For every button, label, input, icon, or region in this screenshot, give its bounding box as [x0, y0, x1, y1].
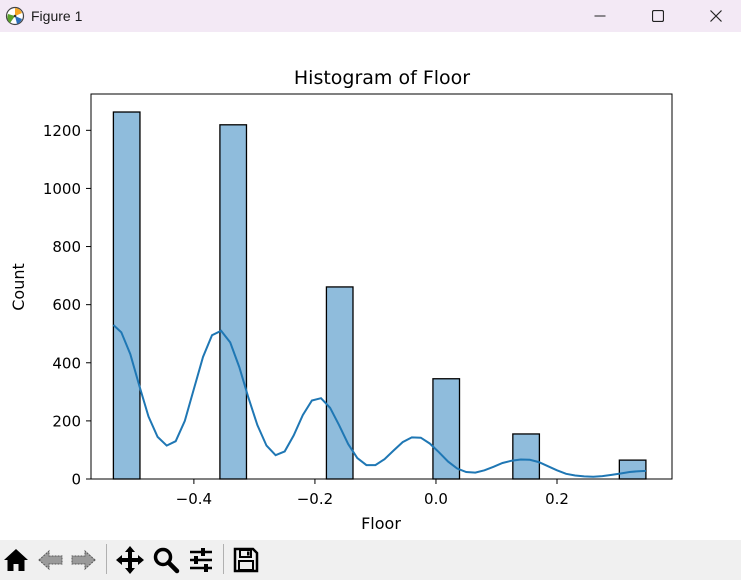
x-tick-label: 0.0	[424, 490, 448, 508]
close-icon	[710, 10, 722, 22]
forward-button[interactable]	[68, 544, 100, 576]
x-tick-label: 0.2	[545, 490, 569, 508]
x-tick-label: −0.4	[176, 490, 212, 508]
forward-arrow-icon	[71, 549, 96, 571]
y-tick-label: 200	[52, 412, 81, 430]
histogram-bar	[512, 433, 541, 480]
back-arrow-icon	[38, 549, 63, 571]
configure-subplots-icon	[190, 548, 212, 572]
figure-canvas: Histogram of Floor −0.4 −0.2 0.0 0.2 0 200 40…	[0, 32, 741, 540]
histogram-bar	[112, 111, 141, 480]
x-axis-label: Floor	[361, 514, 401, 533]
chart-title: Histogram of Floor	[294, 67, 470, 89]
y-tick-label: 0	[71, 471, 81, 489]
plot-area-frame	[90, 93, 673, 480]
window-title: Figure 1	[31, 8, 83, 24]
zoom-icon	[153, 547, 180, 574]
window-titlebar: Figure 1	[0, 0, 741, 32]
y-tick-label: 400	[52, 354, 81, 372]
y-axis-label: Count	[9, 263, 28, 311]
navigation-toolbar	[0, 540, 741, 580]
toolbar-separator	[106, 544, 107, 574]
zoom-button[interactable]	[150, 544, 182, 576]
home-icon	[4, 549, 28, 571]
toolbar-separator	[223, 544, 224, 574]
minimize-button[interactable]	[571, 0, 629, 32]
histogram-bar	[219, 124, 248, 480]
kde-curve	[112, 324, 647, 478]
back-button[interactable]	[34, 544, 66, 576]
histogram-bar	[325, 286, 354, 480]
minimize-icon	[594, 15, 606, 17]
histogram-bar	[618, 459, 647, 480]
y-tick-label: 600	[52, 296, 81, 314]
close-button[interactable]	[687, 0, 741, 32]
maximize-icon	[652, 10, 664, 22]
pan-button[interactable]	[114, 544, 146, 576]
x-tick-label: −0.2	[297, 490, 333, 508]
save-icon	[233, 547, 259, 573]
configure-subplots-button[interactable]	[185, 544, 217, 576]
histogram-chart: Histogram of Floor −0.4 −0.2 0.0 0.2 0 200 40…	[9, 67, 673, 533]
histogram-bar	[432, 378, 461, 480]
maximize-button[interactable]	[629, 0, 687, 32]
y-tick-label: 1200	[43, 122, 81, 140]
matplotlib-app-icon	[5, 6, 25, 26]
home-button[interactable]	[0, 544, 32, 576]
pan-icon	[116, 546, 144, 574]
y-tick-label: 800	[52, 238, 81, 256]
y-tick-label: 1000	[43, 180, 81, 198]
save-button[interactable]	[230, 544, 262, 576]
